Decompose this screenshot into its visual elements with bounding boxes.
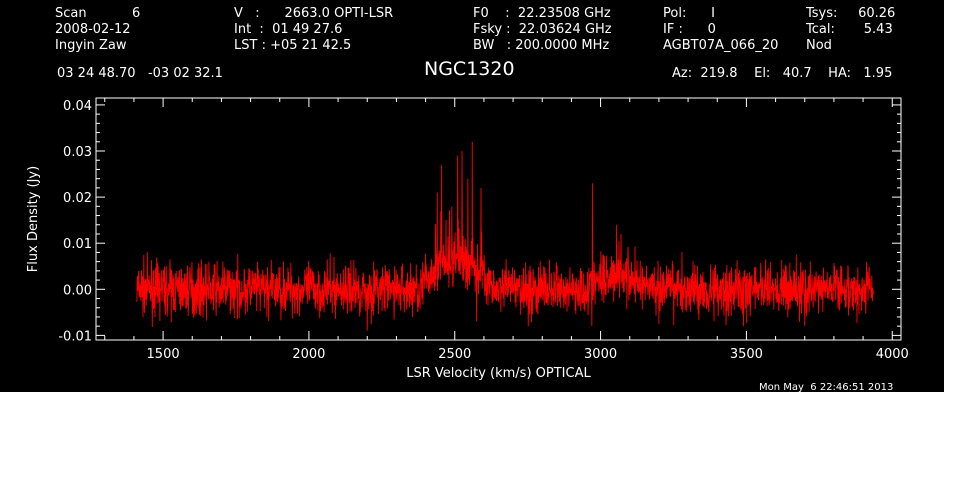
y-tick-label: 0.04 bbox=[63, 99, 92, 114]
header-observer: Ingyin Zaw bbox=[55, 38, 127, 53]
plot-frame bbox=[95, 97, 902, 341]
tick-layer: 1500 2000 2500 3000 3500 4000 -0.01 0.00 0.01 0.0… bbox=[58, 98, 909, 362]
x-tick-label: 2500 bbox=[438, 347, 471, 362]
x-tick-label: 3500 bbox=[730, 347, 763, 362]
source-title: NGC1320 bbox=[424, 58, 515, 80]
header-coords: 03 24 48.70 -03 02 32.1 bbox=[57, 66, 223, 81]
header-if: IF : 0 bbox=[663, 22, 716, 37]
header-project: AGBT07A_066_20 bbox=[663, 38, 779, 53]
header-nod: Nod bbox=[806, 38, 832, 53]
x-tick-label: 3000 bbox=[584, 347, 617, 362]
header-scan: Scan 6 bbox=[55, 6, 141, 21]
header-lst: LST : +05 21 42.5 bbox=[234, 38, 352, 53]
chart-area: 1500 2000 2500 3000 3500 4000 -0.01 0.00 0.01 0.0… bbox=[26, 97, 909, 381]
header-bw: BW : 200.0000 MHz bbox=[473, 38, 610, 53]
x-axis-label: LSR Velocity (km/s) OPTICAL bbox=[406, 366, 591, 381]
timestamp: Mon May 6 22:46:51 2013 bbox=[759, 382, 894, 393]
header-tsys: Tsys: 60.26 bbox=[806, 6, 896, 21]
y-tick-label: 0.01 bbox=[63, 237, 92, 252]
y-axis-label: Flux Density (Jy) bbox=[26, 166, 41, 272]
y-tick-label: 0.00 bbox=[63, 283, 92, 298]
spectrum-series bbox=[136, 141, 874, 331]
header-f0: F0 : 22.23508 GHz bbox=[473, 6, 611, 21]
header-date: 2008-02-12 bbox=[55, 22, 131, 37]
header-fsky: Fsky : 22.03624 GHz bbox=[473, 22, 612, 37]
spectrum-trace-layer bbox=[136, 141, 874, 331]
header-velocity: V : 2663.0 OPTI-LSR bbox=[234, 6, 394, 21]
header-int: Int : 01 49 27.6 bbox=[234, 22, 343, 37]
spectrum-plot: Scan 6 2008-02-12 Ingyin Zaw V : 2663.0 … bbox=[0, 0, 944, 393]
x-tick-label: 1500 bbox=[147, 347, 180, 362]
header-azelha: Az: 219.8 El: 40.7 HA: 1.95 bbox=[672, 66, 893, 81]
x-tick-label: 2000 bbox=[292, 347, 325, 362]
y-tick-label: 0.02 bbox=[63, 191, 92, 206]
x-tick-label: 4000 bbox=[876, 347, 909, 362]
y-tick-label: 0.03 bbox=[63, 145, 92, 160]
header-pol: Pol: I bbox=[663, 6, 715, 21]
y-tick-label: -0.01 bbox=[58, 329, 92, 344]
header-tcal: Tcal: 5.43 bbox=[806, 22, 893, 37]
